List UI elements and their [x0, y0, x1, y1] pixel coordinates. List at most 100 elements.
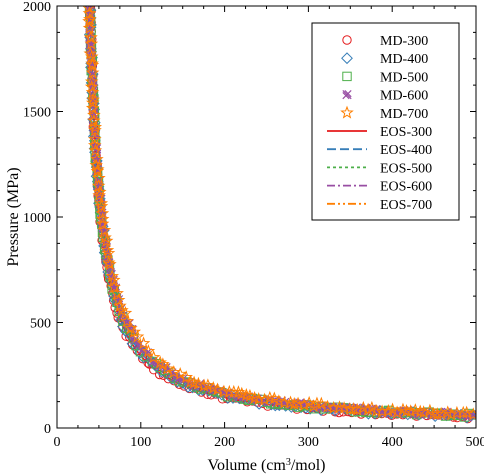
legend-marker	[342, 89, 352, 100]
md-point	[97, 208, 107, 218]
md-point	[87, 108, 101, 121]
md-point	[86, 92, 100, 106]
md-point	[361, 402, 375, 416]
x-tick-label: 0	[54, 435, 61, 450]
md-point	[101, 237, 111, 248]
md-point	[174, 373, 184, 384]
legend-marker	[342, 35, 352, 45]
md-point	[148, 357, 158, 367]
md-point	[257, 392, 272, 406]
md-point	[108, 275, 118, 285]
plot-area	[82, 6, 476, 424]
md-point	[141, 344, 156, 358]
md-point	[399, 406, 409, 416]
md-point	[204, 384, 214, 395]
md-point	[99, 233, 114, 247]
md-point	[88, 79, 98, 89]
md-point	[222, 388, 233, 398]
md-point	[247, 391, 262, 404]
md-point	[456, 405, 471, 419]
md-point	[118, 306, 133, 319]
md-point	[84, 36, 99, 50]
md-point	[83, 46, 98, 60]
md-point	[459, 405, 474, 419]
md-point	[430, 407, 445, 420]
md-point	[191, 376, 206, 390]
md-point	[95, 206, 110, 220]
md-point	[88, 101, 98, 112]
md-point	[418, 407, 429, 418]
md-point	[92, 188, 106, 202]
md-point	[434, 406, 448, 420]
legend-marker	[342, 71, 352, 82]
legend-label: EOS-300	[380, 125, 432, 140]
md-point	[86, 95, 100, 109]
md-point	[146, 350, 161, 364]
legend-item-eos-500: EOS-500	[327, 161, 432, 176]
series-md-700	[82, 6, 476, 421]
md-point	[433, 410, 443, 420]
md-point	[94, 187, 104, 197]
md-point	[346, 402, 361, 415]
md-point	[92, 165, 102, 176]
md-point	[93, 185, 107, 199]
legend-marker	[341, 52, 353, 65]
legend-label: EOS-400	[380, 143, 432, 158]
md-point	[97, 216, 107, 226]
md-point	[110, 283, 121, 293]
md-point	[124, 321, 138, 335]
md-point	[134, 339, 144, 350]
legend-box	[311, 22, 460, 221]
legend-label: MD-700	[380, 107, 428, 122]
md-point	[467, 410, 476, 420]
y-tick-label: 0	[44, 422, 51, 437]
md-point	[113, 295, 124, 305]
md-point	[351, 403, 362, 413]
md-point	[120, 314, 134, 328]
md-point	[91, 162, 105, 176]
md-point	[85, 56, 99, 70]
md-point	[103, 257, 117, 271]
md-point	[85, 40, 95, 50]
legend-item-md-400: MD-400	[341, 52, 428, 67]
md-point	[88, 143, 103, 157]
md-point	[201, 378, 215, 392]
legend-item-md-600: MD-600	[342, 89, 428, 104]
md-point	[101, 246, 116, 260]
legend-label: MD-500	[380, 70, 428, 85]
md-point	[184, 383, 195, 394]
md-point	[98, 230, 112, 244]
md-point	[124, 318, 134, 329]
axis-ticks: 0 100 200 300 400 500 0 500 1000 1500 2000	[23, 0, 484, 450]
x-tick-label: 200	[214, 435, 235, 450]
y-axis-title: Pressure (MPa)	[5, 167, 22, 266]
x-tick-label: 300	[298, 435, 319, 450]
md-point	[87, 113, 101, 127]
md-point	[263, 390, 277, 404]
legend-label: EOS-700	[380, 198, 432, 213]
md-point	[320, 399, 335, 413]
md-point	[283, 395, 298, 409]
md-point	[99, 227, 109, 238]
md-point	[466, 407, 476, 421]
legend-item-md-700: MD-700	[340, 105, 428, 122]
md-point	[94, 199, 109, 213]
legend-item-eos-300: EOS-300	[327, 125, 432, 140]
md-point	[101, 255, 116, 269]
md-point	[310, 396, 324, 410]
md-point	[85, 22, 95, 32]
md-point	[95, 212, 110, 226]
md-point	[337, 401, 351, 414]
md-point	[137, 345, 147, 355]
md-point	[327, 402, 337, 412]
x-axis-title-tail: /mol)	[291, 457, 326, 474]
y-tick-label: 500	[30, 317, 51, 332]
md-point	[258, 396, 268, 407]
md-point	[105, 269, 119, 283]
md-point	[127, 324, 137, 335]
md-point	[142, 348, 152, 358]
md-point	[272, 394, 286, 408]
md-point	[83, 12, 97, 26]
md-point	[333, 403, 343, 413]
